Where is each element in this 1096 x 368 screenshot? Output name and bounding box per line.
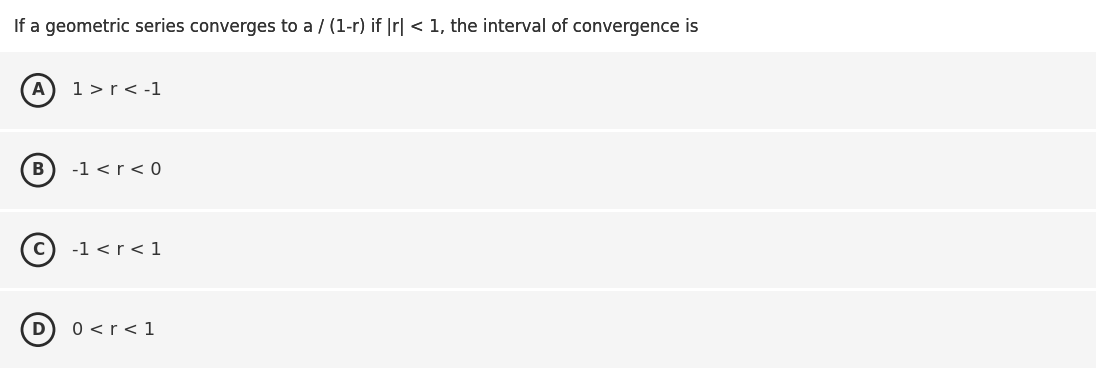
Text: -1 < r < 1: -1 < r < 1	[72, 241, 162, 259]
Bar	[0, 129, 1096, 132]
Bar	[0, 288, 1096, 291]
Bar	[0, 291, 1096, 368]
Text: 0 < r < 1: 0 < r < 1	[72, 321, 156, 339]
Text: A: A	[32, 81, 45, 99]
Text: 1 > r < -1: 1 > r < -1	[72, 81, 162, 99]
Text: C: C	[32, 241, 44, 259]
Bar	[0, 212, 1096, 288]
Text: D: D	[31, 321, 45, 339]
Text: If a geometric series converges to a / (1-r) if |r| < 1, the interval of converg: If a geometric series converges to a / (…	[14, 18, 698, 36]
Bar	[0, 132, 1096, 209]
Bar	[0, 209, 1096, 212]
Circle shape	[22, 154, 54, 186]
Text: B: B	[32, 161, 44, 179]
Bar	[0, 52, 1096, 129]
Circle shape	[22, 234, 54, 266]
Text: If a geometric series converges to a / (1-r) if |r| < 1, the interval of converg: If a geometric series converges to a / (…	[14, 18, 698, 36]
Text: -1 < r < 0: -1 < r < 0	[72, 161, 161, 179]
Circle shape	[22, 314, 54, 346]
Bar	[0, 0, 1096, 52]
Circle shape	[22, 74, 54, 106]
